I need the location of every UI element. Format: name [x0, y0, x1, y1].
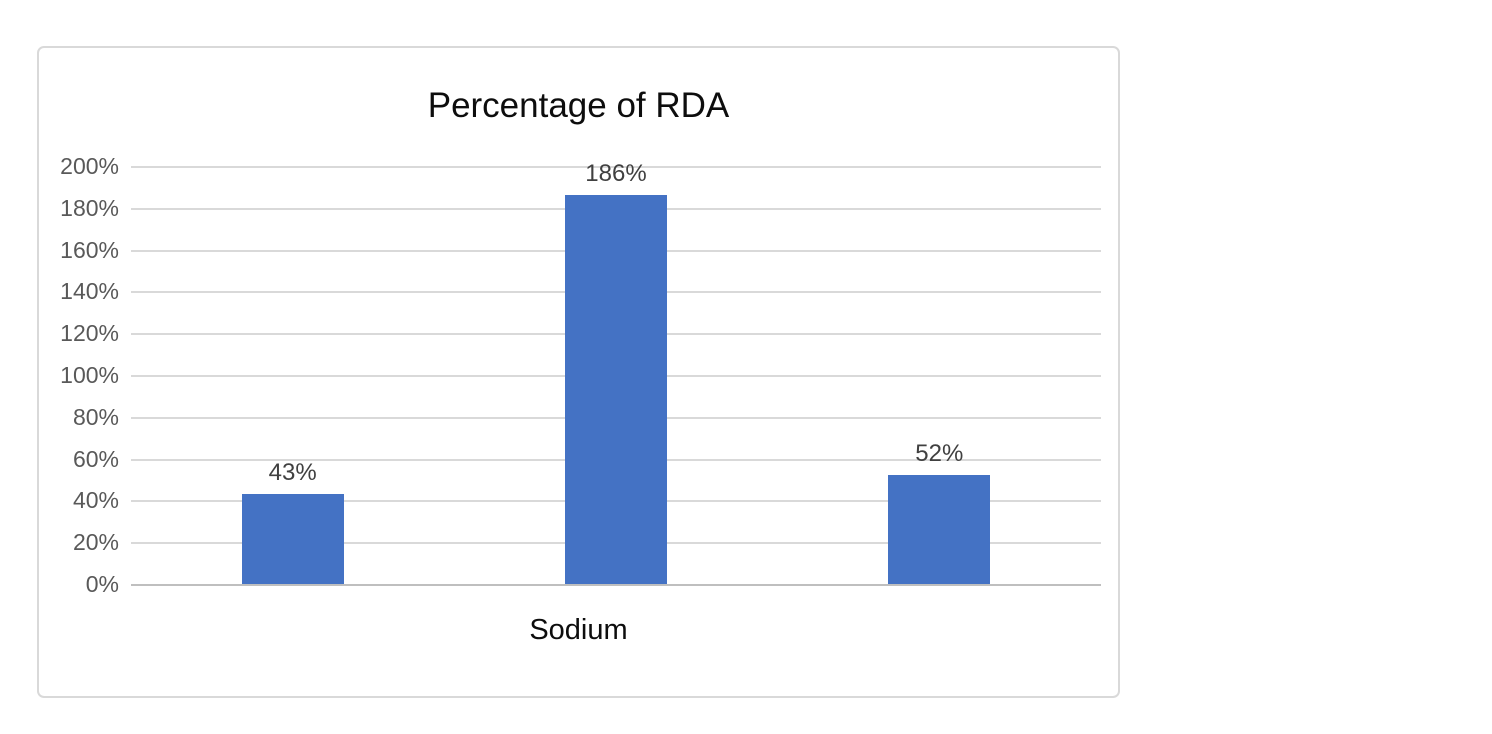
y-tick-label: 40%	[72, 487, 119, 514]
chart-frame: Percentage of RDA 200% 180% 160% 140% 120% 10…	[37, 46, 1120, 698]
bar-data-label: 43%	[268, 459, 317, 487]
y-tick-label: 140%	[60, 278, 119, 305]
y-tick-label: 120%	[60, 320, 119, 347]
y-tick-label: 80%	[72, 403, 119, 430]
x-axis-category-label: Sodium	[529, 614, 628, 646]
y-tick-label: 180%	[60, 194, 119, 221]
y-tick-label: 100%	[60, 362, 119, 388]
bar	[564, 195, 667, 584]
bar	[888, 475, 991, 584]
y-tick-label: 20%	[72, 529, 119, 556]
bar-slot: 52%	[778, 166, 1101, 584]
y-axis: 200% 180% 160% 140% 120% 100% 80% 60% 40% 20% 0%	[39, 48, 119, 696]
x-axis-line	[131, 584, 1101, 586]
bar	[241, 494, 344, 584]
bar-data-label: 186%	[585, 160, 647, 188]
bar-slot: 186%	[454, 160, 777, 584]
y-tick-label: 60%	[72, 445, 119, 472]
bar-data-label: 52%	[915, 440, 964, 468]
chart-title: Percentage of RDA	[427, 86, 730, 125]
y-tick-label: 0%	[85, 571, 119, 597]
y-tick-label: 160%	[60, 236, 119, 263]
bar-slot: 43%	[131, 166, 454, 584]
plot-area: 43% 186% 52%	[131, 160, 1101, 586]
y-tick-label: 200%	[60, 153, 119, 179]
